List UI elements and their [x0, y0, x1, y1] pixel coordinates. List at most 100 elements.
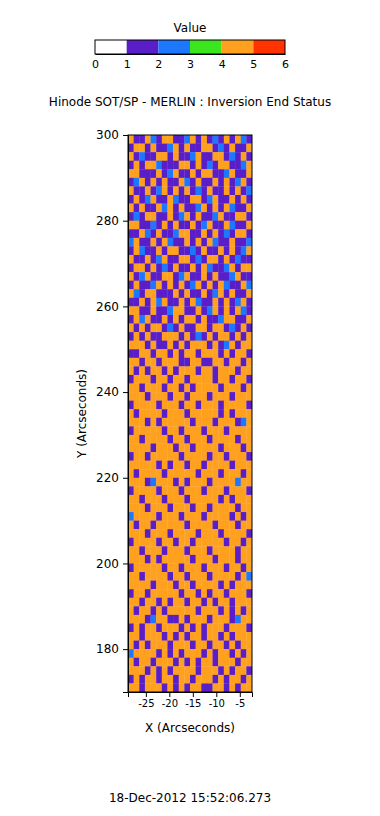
x-tick: -5: [235, 692, 245, 709]
heatmap-cell: [139, 435, 145, 444]
heatmap-cell: [145, 478, 151, 487]
heatmap-cell: [196, 375, 202, 384]
heatmap-cell: [213, 478, 219, 487]
heatmap-cell: [145, 289, 151, 298]
heatmap-cell: [207, 384, 213, 393]
heatmap-cell: [162, 392, 168, 401]
colorbar-bin: [95, 40, 127, 54]
heatmap-cell: [173, 384, 179, 393]
heatmap-cell: [218, 495, 224, 504]
heatmap-cell: [184, 169, 190, 178]
heatmap-cell: [167, 486, 173, 495]
heatmap-cell: [207, 221, 213, 230]
heatmap-cell: [229, 341, 235, 350]
heatmap-cell: [134, 375, 140, 384]
heatmap-cell: [246, 152, 252, 161]
heatmap-cell: [184, 341, 190, 350]
heatmap-cell: [218, 632, 224, 641]
heatmap-cell: [190, 384, 196, 393]
heatmap-cell: [201, 418, 207, 427]
heatmap-cell: [156, 401, 162, 410]
y-tick-mark: [123, 135, 128, 136]
heatmap-cell: [235, 238, 241, 247]
heatmap-cell: [162, 144, 168, 153]
heatmap-cell: [196, 563, 202, 572]
heatmap-cell: [167, 255, 173, 264]
heatmap-cell: [246, 229, 252, 238]
heatmap-cell: [218, 306, 224, 315]
heatmap-cell: [179, 281, 185, 290]
heatmap-cell: [246, 435, 252, 444]
heatmap-cell: [134, 144, 140, 153]
heatmap-cell: [184, 478, 190, 487]
heatmap-cell: [224, 272, 230, 281]
heatmap-cell: [229, 615, 235, 624]
heatmap-cell: [229, 435, 235, 444]
heatmap-cell: [139, 452, 145, 461]
heatmap-cell: [179, 606, 185, 615]
heatmap-cell: [151, 144, 157, 153]
heatmap-cell: [184, 512, 190, 521]
heatmap-cell: [173, 358, 179, 367]
heatmap-cell: [246, 529, 252, 538]
heatmap-cell: [196, 443, 202, 452]
heatmap-cell: [139, 349, 145, 358]
heatmap-cell: [179, 409, 185, 418]
heatmap-cell: [145, 538, 151, 547]
heatmap-cell: [213, 221, 219, 230]
heatmap-cell: [145, 281, 151, 290]
heatmap-cell: [229, 332, 235, 341]
heatmap-cell: [151, 435, 157, 444]
heatmap-cell: [139, 375, 145, 384]
heatmap-cell: [229, 581, 235, 590]
heatmap-cell: [151, 495, 157, 504]
heatmap-cell: [167, 246, 173, 255]
heatmap-cell: [241, 315, 247, 324]
y-axis: 180200220240260280300: [96, 128, 128, 692]
heatmap-cell: [224, 649, 230, 658]
heatmap-cell: [224, 546, 230, 555]
heatmap-cell: [224, 615, 230, 624]
heatmap-cell: [207, 144, 213, 153]
heatmap-cell: [139, 632, 145, 641]
heatmap-cell: [156, 658, 162, 667]
heatmap-cell: [167, 495, 173, 504]
y-tick-mark: [123, 306, 128, 307]
heatmap-cell: [190, 401, 196, 410]
heatmap-cell: [229, 298, 235, 307]
heatmap-cell: [229, 675, 235, 684]
heatmap-cell: [162, 469, 168, 478]
colorbar-tick-label: 0: [92, 58, 99, 71]
heatmap-cell: [167, 555, 173, 564]
heatmap-cell: [179, 538, 185, 547]
heatmap-cell: [167, 366, 173, 375]
title: Hinode SOT/SP - MERLIN : Inversion End S…: [49, 95, 331, 109]
heatmap-cell: [235, 409, 241, 418]
heatmap-cell: [196, 461, 202, 470]
heatmap-cell: [246, 212, 252, 221]
heatmap-cell: [207, 178, 213, 187]
heatmap-cell: [224, 229, 230, 238]
heatmap-cell: [207, 289, 213, 298]
heatmap-cell: [134, 221, 140, 230]
heatmap-cell: [179, 272, 185, 281]
heatmap-cell: [241, 135, 247, 144]
heatmap-cell: [229, 264, 235, 273]
heatmap-cell: [173, 555, 179, 564]
heatmap-cell: [201, 366, 207, 375]
heatmap-cell: [145, 606, 151, 615]
heatmap-cell: [246, 315, 252, 324]
heatmap-cell: [139, 606, 145, 615]
heatmap-cell: [134, 238, 140, 247]
heatmap-cell: [156, 375, 162, 384]
heatmap-cell: [156, 512, 162, 521]
heatmap-cell: [241, 384, 247, 393]
heatmap-cell: [151, 418, 157, 427]
heatmap-cell: [196, 341, 202, 350]
heatmap-cell: [201, 169, 207, 178]
heatmap-cell: [241, 169, 247, 178]
heatmap-cell: [151, 555, 157, 564]
heatmap-cell: [173, 675, 179, 684]
heatmap-cell: [213, 161, 219, 170]
heatmap-cell: [213, 546, 219, 555]
